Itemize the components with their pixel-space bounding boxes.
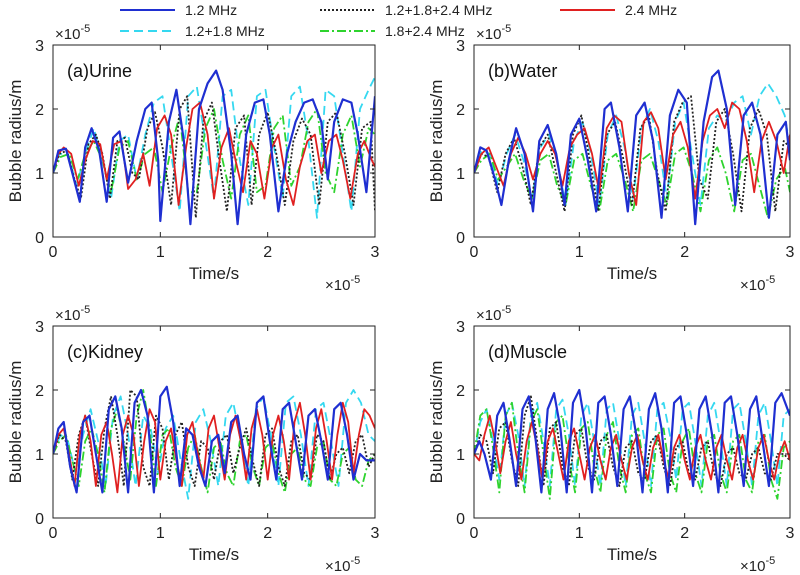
- series-line: [474, 146, 790, 219]
- x-multiplier: ×10-5: [740, 274, 775, 294]
- x-tick-label: 1: [575, 525, 584, 542]
- legend-label: 1.8+2.4 MHz: [385, 23, 465, 39]
- legend-label: 1.2+1.8+2.4 MHz: [385, 2, 492, 18]
- legend-item: 1.2+1.8+2.4 MHz: [320, 2, 492, 18]
- x-tick-label: 2: [263, 244, 272, 261]
- series-line: [53, 108, 375, 200]
- y-tick-label: 0: [456, 511, 465, 528]
- series-group: [474, 69, 790, 226]
- series-group: [53, 69, 375, 226]
- x-tick-label: 2: [263, 525, 272, 542]
- series-line: [53, 385, 375, 494]
- y-tick-label: 1: [456, 447, 465, 464]
- series-line: [474, 101, 790, 206]
- chart-panel: 0 1 2 3 0 1 2 3 ×10-5 ×10-5 Time/s Bubble radius/m (…: [427, 23, 795, 294]
- panels: 0 1 2 3 0 1 2 3 ×10-5 ×10-5 Time/s Bubble radius/m (…: [6, 23, 795, 575]
- y-tick-label: 1: [35, 166, 44, 183]
- x-axis-label: Time/s: [607, 545, 657, 564]
- legend-item: 1.2+1.8 MHz: [120, 23, 265, 39]
- series-line: [53, 401, 375, 494]
- legend-label: 2.4 MHz: [625, 2, 677, 18]
- x-tick-label: 3: [371, 244, 380, 261]
- y-tick-label: 3: [456, 319, 465, 336]
- y-axis-label: Bubble radius/m: [6, 80, 25, 203]
- x-tick-label: 3: [786, 525, 795, 542]
- x-tick-label: 1: [575, 244, 584, 261]
- series-group: [474, 388, 790, 500]
- axes-box: [473, 44, 791, 238]
- x-multiplier: ×10-5: [740, 555, 775, 575]
- x-axis-label: Time/s: [189, 264, 239, 283]
- y-axis-label: Bubble radius/m: [6, 361, 25, 484]
- series-line: [53, 389, 375, 494]
- y-multiplier: ×10-5: [476, 23, 511, 43]
- x-tick-label: 0: [49, 244, 58, 261]
- x-tick-label: 2: [680, 244, 689, 261]
- series-line: [53, 95, 375, 219]
- x-tick-label: 0: [470, 525, 479, 542]
- panel-title: (b)Water: [488, 61, 557, 81]
- y-tick-label: 2: [456, 383, 465, 400]
- x-axis-label: Time/s: [189, 545, 239, 564]
- x-tick-label: 0: [470, 244, 479, 261]
- y-tick-label: 3: [456, 38, 465, 55]
- y-tick-label: 0: [35, 230, 44, 247]
- y-tick-label: 1: [35, 447, 44, 464]
- chart-panel: 0 1 2 3 0 1 2 3 ×10-5 ×10-5 Time/s Bubble radius/m (…: [6, 23, 380, 294]
- x-tick-label: 3: [371, 525, 380, 542]
- legend-item: 1.8+2.4 MHz: [320, 23, 465, 39]
- series-line: [474, 414, 790, 481]
- series-line: [474, 69, 790, 226]
- x-axis-label: Time/s: [607, 264, 657, 283]
- series-group: [53, 385, 375, 500]
- panel-title: (a)Urine: [67, 61, 132, 81]
- x-multiplier: ×10-5: [325, 274, 360, 294]
- x-multiplier: ×10-5: [325, 555, 360, 575]
- y-tick-label: 0: [35, 511, 44, 528]
- x-tick-label: 2: [680, 525, 689, 542]
- axes-box: [52, 325, 376, 519]
- y-tick-label: 2: [35, 102, 44, 119]
- series-line: [53, 389, 375, 500]
- y-tick-label: 1: [456, 166, 465, 183]
- panel-title: (d)Muscle: [488, 342, 567, 362]
- legend-label: 1.2 MHz: [185, 2, 237, 18]
- series-line: [474, 388, 790, 494]
- y-multiplier: ×10-5: [55, 304, 90, 324]
- legend: 1.2 MHz 1.2+1.8+2.4 MHz 2.4 MHz 1.2+1.8 MHz…: [120, 2, 677, 39]
- series-line: [474, 395, 790, 487]
- y-tick-label: 3: [35, 38, 44, 55]
- x-tick-label: 0: [49, 525, 58, 542]
- y-multiplier: ×10-5: [476, 304, 511, 324]
- series-line: [474, 95, 790, 213]
- y-tick-label: 3: [35, 319, 44, 336]
- series-line: [53, 101, 375, 206]
- x-tick-label: 1: [156, 244, 165, 261]
- y-tick-label: 2: [35, 383, 44, 400]
- panel-title: (c)Kidney: [67, 342, 143, 362]
- y-multiplier: ×10-5: [55, 23, 90, 43]
- legend-item: 2.4 MHz: [560, 2, 677, 18]
- y-tick-label: 2: [456, 102, 465, 119]
- axes-box: [473, 325, 791, 519]
- y-axis-label: Bubble radius/m: [427, 361, 446, 484]
- x-tick-label: 1: [156, 525, 165, 542]
- chart-panel: 0 1 2 3 0 1 2 3 ×10-5 ×10-5 Time/s Bubble radius/m (…: [6, 304, 380, 575]
- chart-panel: 0 1 2 3 0 1 2 3 ×10-5 ×10-5 Time/s Bubble radius/m (…: [427, 304, 795, 575]
- legend-item: 1.2 MHz: [120, 2, 237, 18]
- y-tick-label: 0: [456, 230, 465, 247]
- x-tick-label: 3: [786, 244, 795, 261]
- legend-label: 1.2+1.8 MHz: [185, 23, 265, 39]
- y-axis-label: Bubble radius/m: [427, 80, 446, 203]
- axes-box: [52, 44, 376, 238]
- series-line: [53, 69, 375, 226]
